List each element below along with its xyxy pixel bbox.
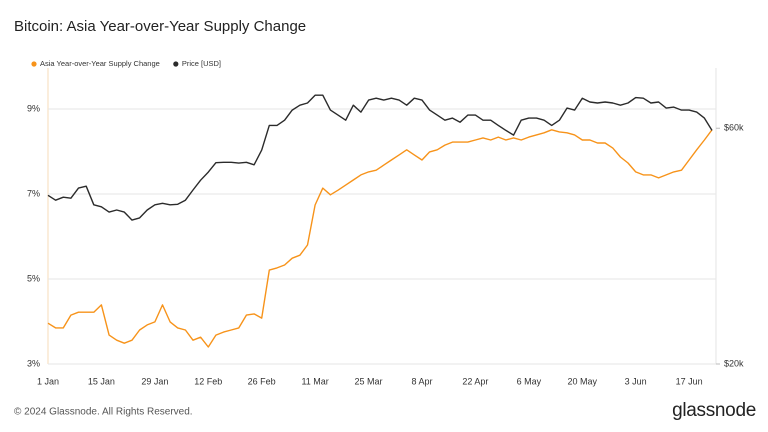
x-tick-label: 25 Mar — [355, 376, 383, 386]
y2-tick-label: $60k — [724, 123, 744, 133]
legend-label: Asia Year-over-Year Supply Change — [40, 59, 160, 68]
x-tick-label: 20 May — [567, 376, 597, 386]
x-tick-label: 29 Jan — [141, 376, 168, 386]
x-tick-label: 15 Jan — [88, 376, 115, 386]
series-line — [47, 129, 713, 348]
y-tick-label: 3% — [27, 358, 40, 368]
x-tick-label: 3 Jun — [625, 376, 647, 386]
x-tick-label: 8 Apr — [411, 376, 432, 386]
x-tick-label: 1 Jan — [37, 376, 59, 386]
x-tick-label: 26 Feb — [248, 376, 276, 386]
footer: © 2024 Glassnode. All Rights Reserved. — [14, 407, 193, 418]
y2-tick-label: $20k — [724, 358, 744, 368]
y-tick-label: 9% — [27, 103, 40, 113]
legend-label: Price [USD] — [182, 59, 221, 68]
series-line — [47, 94, 713, 221]
x-tick-label: 6 May — [517, 376, 542, 386]
y-tick-label: 5% — [27, 273, 40, 283]
x-tick-label: 11 Mar — [301, 376, 328, 386]
x-tick-label: 17 Jun — [676, 376, 703, 386]
legend-marker — [31, 61, 37, 67]
brand-logo: glassnode — [672, 400, 756, 421]
x-tick-label: 12 Feb — [194, 376, 222, 386]
chart-title: Bitcoin: Asia Year-over-Year Supply Chan… — [14, 18, 306, 35]
legend-marker — [173, 61, 179, 67]
x-tick-label: 22 Apr — [462, 376, 488, 386]
y-tick-label: 7% — [27, 188, 40, 198]
